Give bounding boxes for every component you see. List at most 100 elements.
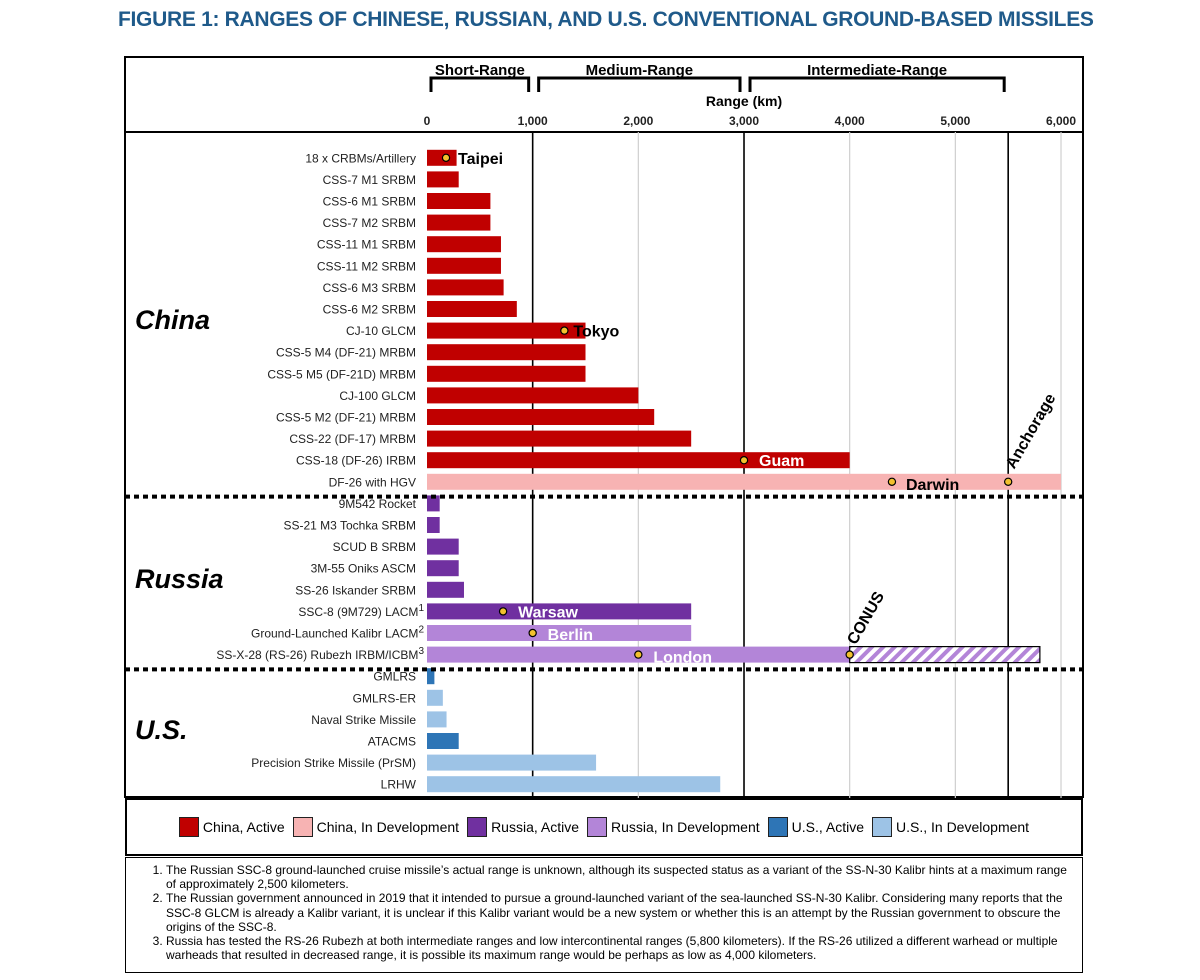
city-markers: Taipei Tokyo Guam Darwin Anchorage Warsaw Berl…	[441, 151, 1060, 667]
row-label-lrhw: LRHW	[381, 778, 417, 792]
bar-css-5-m2-df-21-mrbm	[427, 409, 655, 425]
city-label-darwin: Darwin	[906, 477, 959, 494]
bar-df-26-with-hgv	[427, 473, 1062, 490]
bar-css-6-m3-srbm	[427, 279, 504, 296]
group-label-russia: Russia	[135, 564, 224, 594]
row-label-css-6-m2-srbm: CSS-6 M2 SRBM	[323, 303, 416, 317]
range-band-intermediate-range: Intermediate-Range	[748, 62, 1006, 92]
bar-ss-21-m3-tochka-srbm	[427, 517, 440, 533]
group-label-china: China	[135, 305, 210, 335]
row-label-css-6-m3-srbm: CSS-6 M3 SRBM	[323, 281, 416, 295]
legend-swatch-russia-active	[467, 817, 488, 837]
legend-item-u-s-in-development: U.S., In Development	[872, 817, 1029, 837]
legend-item-russia-active: Russia, Active	[467, 817, 579, 837]
tick-label-4000: 4,000	[835, 114, 865, 128]
bar-naval-strike-missile	[427, 711, 447, 728]
bar-ssc-8-9m729-lacm	[427, 603, 692, 620]
legend-item-russia-in-development: Russia, In Development	[587, 817, 760, 837]
legend-item-china-in-development: China, In Development	[292, 817, 459, 837]
row-label-css-5-m5-df-21d-mrbm: CSS-5 M5 (DF-21D) MRBM	[267, 367, 416, 381]
bar-css-6-m1-srbm	[427, 193, 491, 209]
row-label-css-11-m1-srbm: CSS-11 M1 SRBM	[317, 238, 416, 252]
footnote-3: Russia has tested the RS-26 Rubezh at bo…	[166, 934, 1068, 962]
row-label-ground-launched-kalibr-lacm: Ground-Launched Kalibr LACM2	[251, 625, 424, 641]
row-label-css-6-m1-srbm: CSS-6 M1 SRBM	[323, 195, 416, 209]
axis-label: Range (km)	[706, 93, 782, 109]
row-label-ss-x-28-rs-26-rubezh-irbm-icbm: SS-X-28 (RS-26) Rubezh IRBM/ICBM3	[216, 646, 424, 662]
marker-taipei	[441, 153, 451, 162]
range-band-medium-range: Medium-Range	[537, 62, 742, 92]
legend-swatch-u-s-active	[767, 817, 788, 837]
row-label-css-11-m2-srbm: CSS-11 M2 SRBM	[317, 259, 416, 273]
row-label-css-5-m4-df-21-mrbm: CSS-5 M4 (DF-21) MRBM	[276, 346, 416, 360]
row-label-css-18-df-26-irbm: CSS-18 (DF-26) IRBM	[296, 454, 416, 468]
row-label-atacms: ATACMS	[368, 735, 416, 749]
range-bracket-medium-range	[537, 76, 742, 92]
bar-cj-100-glcm	[427, 387, 639, 404]
marker-tokyo	[560, 326, 569, 335]
marker-anchorage	[1003, 477, 1013, 486]
tick-label-3000: 3,000	[729, 114, 759, 128]
city-label-anchorage: Anchorage	[1003, 391, 1060, 472]
marker-guam	[739, 456, 749, 465]
row-label-gmlrs-er: GMLRS-ER	[353, 691, 417, 705]
row-label-9m542-rocket: 9M542 Rocket	[339, 497, 417, 511]
legend-label-u-s-active: U.S., Active	[791, 819, 864, 835]
bar-lrhw	[427, 776, 721, 793]
range-band-short-range: Short-Range	[429, 62, 531, 92]
row-label-css-7-m2-srbm: CSS-7 M2 SRBM	[323, 216, 416, 230]
range-band-label-intermediate-range: Intermediate-Range	[807, 62, 947, 79]
tick-label-6000: 6,000	[1046, 114, 1076, 128]
row-label-gmlrs: GMLRS	[373, 670, 416, 684]
chart-frame	[124, 56, 1084, 798]
row-label-css-22-df-17-mrbm: CSS-22 (DF-17) MRBM	[289, 432, 416, 446]
marker-conus	[845, 650, 854, 659]
city-label-taipei: Taipei	[458, 151, 503, 168]
legend-swatch-china-active	[178, 817, 199, 837]
legend-swatch-russia-in-development	[587, 817, 607, 837]
city-label-tokyo: Tokyo	[573, 324, 619, 341]
bar-9m542-rocket	[427, 495, 440, 512]
range-bracket-intermediate-range	[748, 76, 1006, 92]
footnote-1: The Russian SSC-8 ground-launched cruise…	[166, 863, 1068, 891]
bar-gmlrs-er	[427, 689, 443, 706]
city-label-berlin: Berlin	[548, 627, 593, 644]
bar-css-7-m2-srbm	[427, 214, 491, 231]
bar-css-11-m1-srbm	[427, 236, 501, 253]
bar-css-5-m4-df-21-mrbm	[427, 344, 586, 361]
city-label-guam: Guam	[759, 453, 804, 470]
legend-item-u-s-active: U.S., Active	[767, 817, 864, 837]
city-label-london: London	[653, 650, 712, 667]
row-label-18-x-crbms-artillery: 18 x CRBMs/Artillery	[305, 151, 416, 165]
legend: China, Active China, In Development Russia…	[125, 798, 1083, 856]
marker-darwin	[887, 477, 897, 486]
row-label-3m-55-oniks-ascm: 3M-55 Oniks ASCM	[311, 562, 416, 576]
marker-berlin	[528, 628, 537, 638]
bar-gmlrs	[427, 668, 435, 685]
figure-title: FIGURE 1: RANGES OF CHINESE, RUSSIAN, AN…	[118, 8, 1094, 31]
tick-label-1000: 1,000	[518, 114, 548, 128]
legend-label-u-s-in-development: U.S., In Development	[896, 819, 1030, 835]
bar-cj-10-glcm	[427, 322, 586, 339]
row-label-ss-21-m3-tochka-srbm: SS-21 M3 Tochka SRBM	[284, 519, 417, 533]
footnotes: The Russian SSC-8 ground-launched cruise…	[125, 857, 1083, 973]
row-label-scud-b-srbm: SCUD B SRBM	[333, 540, 416, 554]
bar-css-5-m5-df-21d-mrbm	[427, 365, 586, 382]
marker-warsaw	[498, 607, 508, 616]
bar-scud-b-srbm	[427, 538, 459, 555]
row-label-naval-strike-missile: Naval Strike Missile	[311, 713, 416, 727]
legend-swatch-u-s-in-development	[872, 817, 892, 837]
bar-atacms	[427, 733, 459, 749]
bar-css-7-m1-srbm	[427, 171, 459, 188]
range-chart: 0 1,000 2,000 3,000 4,000 5,000 6,000 Range (km…	[124, 56, 1084, 799]
bars	[427, 149, 1062, 793]
footnote-2: The Russian government announced in 2019…	[166, 891, 1068, 934]
bar-css-22-df-17-mrbm	[427, 430, 692, 447]
tick-label-2000: 2,000	[623, 114, 653, 128]
legend-swatch-china-in-development	[292, 817, 313, 837]
bar-3m-55-oniks-ascm	[427, 560, 459, 577]
row-label-df-26-with-hgv: DF-26 with HGV	[329, 475, 416, 489]
marker-london	[634, 650, 643, 659]
group-label-u-s: U.S.	[135, 715, 188, 745]
legend-label-russia-active: Russia, Active	[491, 819, 579, 835]
